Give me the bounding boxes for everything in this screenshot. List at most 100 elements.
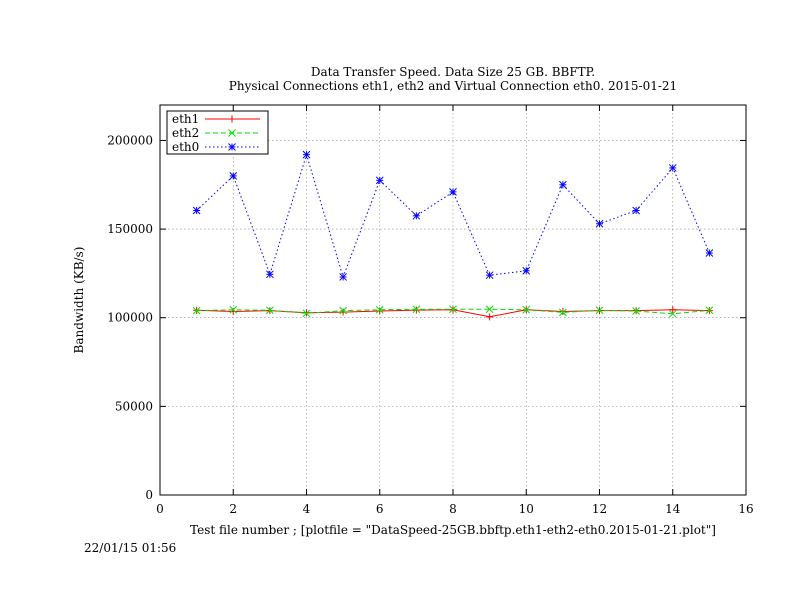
x-tick-label: 10 <box>519 502 534 516</box>
data-point-eth2 <box>522 305 531 314</box>
marker-stroke <box>595 306 604 315</box>
data-point-eth0 <box>192 206 201 215</box>
chart-title: Data Transfer Speed. Data Size 25 GB. BB… <box>311 65 595 79</box>
marker-stroke <box>339 273 347 281</box>
marker-stroke <box>228 129 236 137</box>
axis-ticks: 0 50000 100000 150000 200000 0 2 4 6 8 10 12 14 16 <box>107 105 754 516</box>
x-tick-label: 0 <box>156 502 164 516</box>
marker-stroke <box>559 308 567 317</box>
data-point-eth2 <box>412 305 421 314</box>
marker-stroke <box>705 306 714 315</box>
x-axis-label: Test file number ; [plotfile = "DataSpee… <box>190 523 716 537</box>
plot-timestamp: 22/01/15 01:56 <box>84 541 177 555</box>
marker-stroke <box>668 164 677 172</box>
marker-stroke <box>229 172 238 180</box>
marker-stroke <box>266 270 274 279</box>
legend-label-eth0: eth0 <box>172 140 199 154</box>
y-tick-label: 100000 <box>107 311 153 325</box>
data-point-eth2 <box>192 306 201 315</box>
data-point-eth0 <box>522 266 531 275</box>
marker-stroke <box>228 143 236 151</box>
data-point-eth1 <box>339 308 347 316</box>
data-point-eth2 <box>485 305 494 314</box>
data-point-eth0 <box>266 270 274 279</box>
x-tick-label: 14 <box>665 502 681 516</box>
y-axis-label: Bandwidth (KB/s) <box>72 247 86 354</box>
data-point-eth2 <box>229 305 238 314</box>
data-point-eth2 <box>266 306 274 315</box>
data-point-eth2 <box>559 308 567 317</box>
marker-stroke <box>192 206 201 215</box>
x-tick-label: 6 <box>376 502 384 516</box>
marker-stroke <box>632 206 640 215</box>
data-point-eth0 <box>485 271 494 280</box>
marker-stroke <box>595 219 604 228</box>
y-tick-label: 150000 <box>107 222 153 236</box>
marker-stroke <box>302 150 311 159</box>
grid <box>160 105 746 495</box>
marker-stroke <box>192 306 201 315</box>
series-eth2 <box>192 305 714 318</box>
marker-stroke <box>375 176 384 185</box>
data-point-eth0 <box>302 150 311 159</box>
plot-frame <box>159 104 747 496</box>
data-point-eth2 <box>375 305 384 314</box>
data-point-eth0 <box>595 219 604 228</box>
chart-subtitle: Physical Connections eth1, eth2 and Virt… <box>229 79 677 93</box>
y-tick-label: 200000 <box>107 133 153 147</box>
data-point-eth2 <box>668 309 677 318</box>
legend-label-eth2: eth2 <box>172 126 199 140</box>
x-tick-label: 4 <box>303 502 311 516</box>
marker-stroke <box>412 211 421 220</box>
data-point-eth1 <box>559 308 567 316</box>
data-point-eth0 <box>705 249 714 257</box>
x-tick-label: 8 <box>449 502 457 516</box>
data-point-eth0 <box>668 164 677 172</box>
x-tick-label: 2 <box>229 502 237 516</box>
data-point-eth0 <box>229 172 238 180</box>
data-point-eth0 <box>632 206 640 215</box>
data-point-eth1 <box>669 306 677 314</box>
data-point-eth0 <box>412 211 421 220</box>
marker-stroke <box>705 249 714 257</box>
data-point-eth0 <box>339 273 347 281</box>
data-point-eth2 <box>632 307 640 315</box>
data-point-eth0 <box>375 176 384 185</box>
marker-stroke <box>668 309 677 318</box>
marker-stroke <box>266 306 274 315</box>
marker-stroke <box>522 266 531 275</box>
marker-stroke <box>485 305 494 314</box>
y-tick-label: 0 <box>145 488 153 502</box>
data-point-eth0 <box>559 180 567 189</box>
marker-stroke <box>449 305 457 314</box>
legend-marker-eth0 <box>228 143 236 151</box>
marker-stroke <box>522 305 531 314</box>
data-point-eth1 <box>376 307 384 315</box>
series-eth0 <box>192 150 714 281</box>
data-point-eth1 <box>412 306 420 314</box>
marker-stroke <box>302 309 311 318</box>
series-line-eth0 <box>196 152 710 279</box>
y-tick-label: 50000 <box>115 399 153 413</box>
data-point-eth0 <box>449 188 457 196</box>
legend-marker-eth2 <box>228 129 236 137</box>
marker-stroke <box>339 306 347 315</box>
data-point-eth2 <box>705 306 714 315</box>
series-group <box>192 150 714 321</box>
data-point-eth2 <box>339 306 347 315</box>
data-point-eth2 <box>595 306 604 315</box>
legend-label-eth1: eth1 <box>172 112 199 126</box>
marker-stroke <box>632 307 640 315</box>
marker-stroke <box>375 305 384 314</box>
marker-stroke <box>485 271 494 280</box>
x-tick-label: 12 <box>592 502 607 516</box>
marker-stroke <box>449 188 457 196</box>
marker-stroke <box>412 305 421 314</box>
marker-stroke <box>229 305 238 314</box>
data-point-eth2 <box>302 309 311 318</box>
legend-marker-eth1 <box>228 115 236 123</box>
x-tick-label: 16 <box>738 502 753 516</box>
data-point-eth2 <box>449 305 457 314</box>
marker-stroke <box>559 180 567 189</box>
